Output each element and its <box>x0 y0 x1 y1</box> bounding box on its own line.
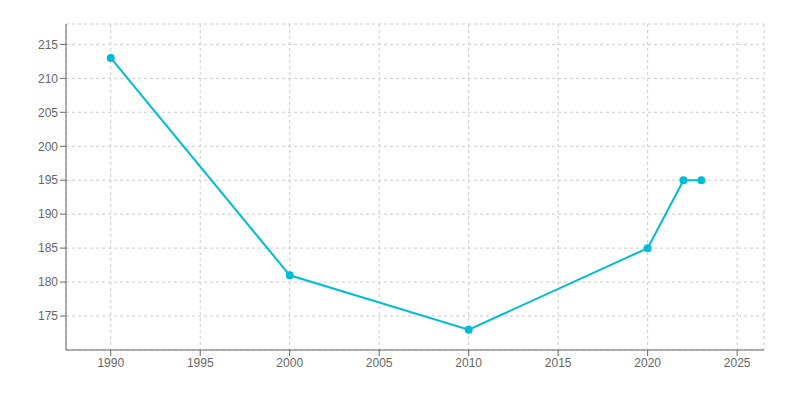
svg-text:2000: 2000 <box>276 356 303 370</box>
svg-text:2020: 2020 <box>634 356 661 370</box>
svg-text:185: 185 <box>38 241 58 255</box>
svg-text:190: 190 <box>38 207 58 221</box>
svg-text:205: 205 <box>38 106 58 120</box>
svg-text:215: 215 <box>38 38 58 52</box>
svg-text:180: 180 <box>38 275 58 289</box>
svg-text:1995: 1995 <box>187 356 214 370</box>
svg-text:2025: 2025 <box>724 356 751 370</box>
svg-text:200: 200 <box>38 140 58 154</box>
svg-text:210: 210 <box>38 72 58 86</box>
svg-text:2005: 2005 <box>366 356 393 370</box>
svg-text:195: 195 <box>38 173 58 187</box>
svg-text:1990: 1990 <box>97 356 124 370</box>
svg-text:2010: 2010 <box>455 356 482 370</box>
svg-text:175: 175 <box>38 309 58 323</box>
svg-text:2015: 2015 <box>545 356 572 370</box>
